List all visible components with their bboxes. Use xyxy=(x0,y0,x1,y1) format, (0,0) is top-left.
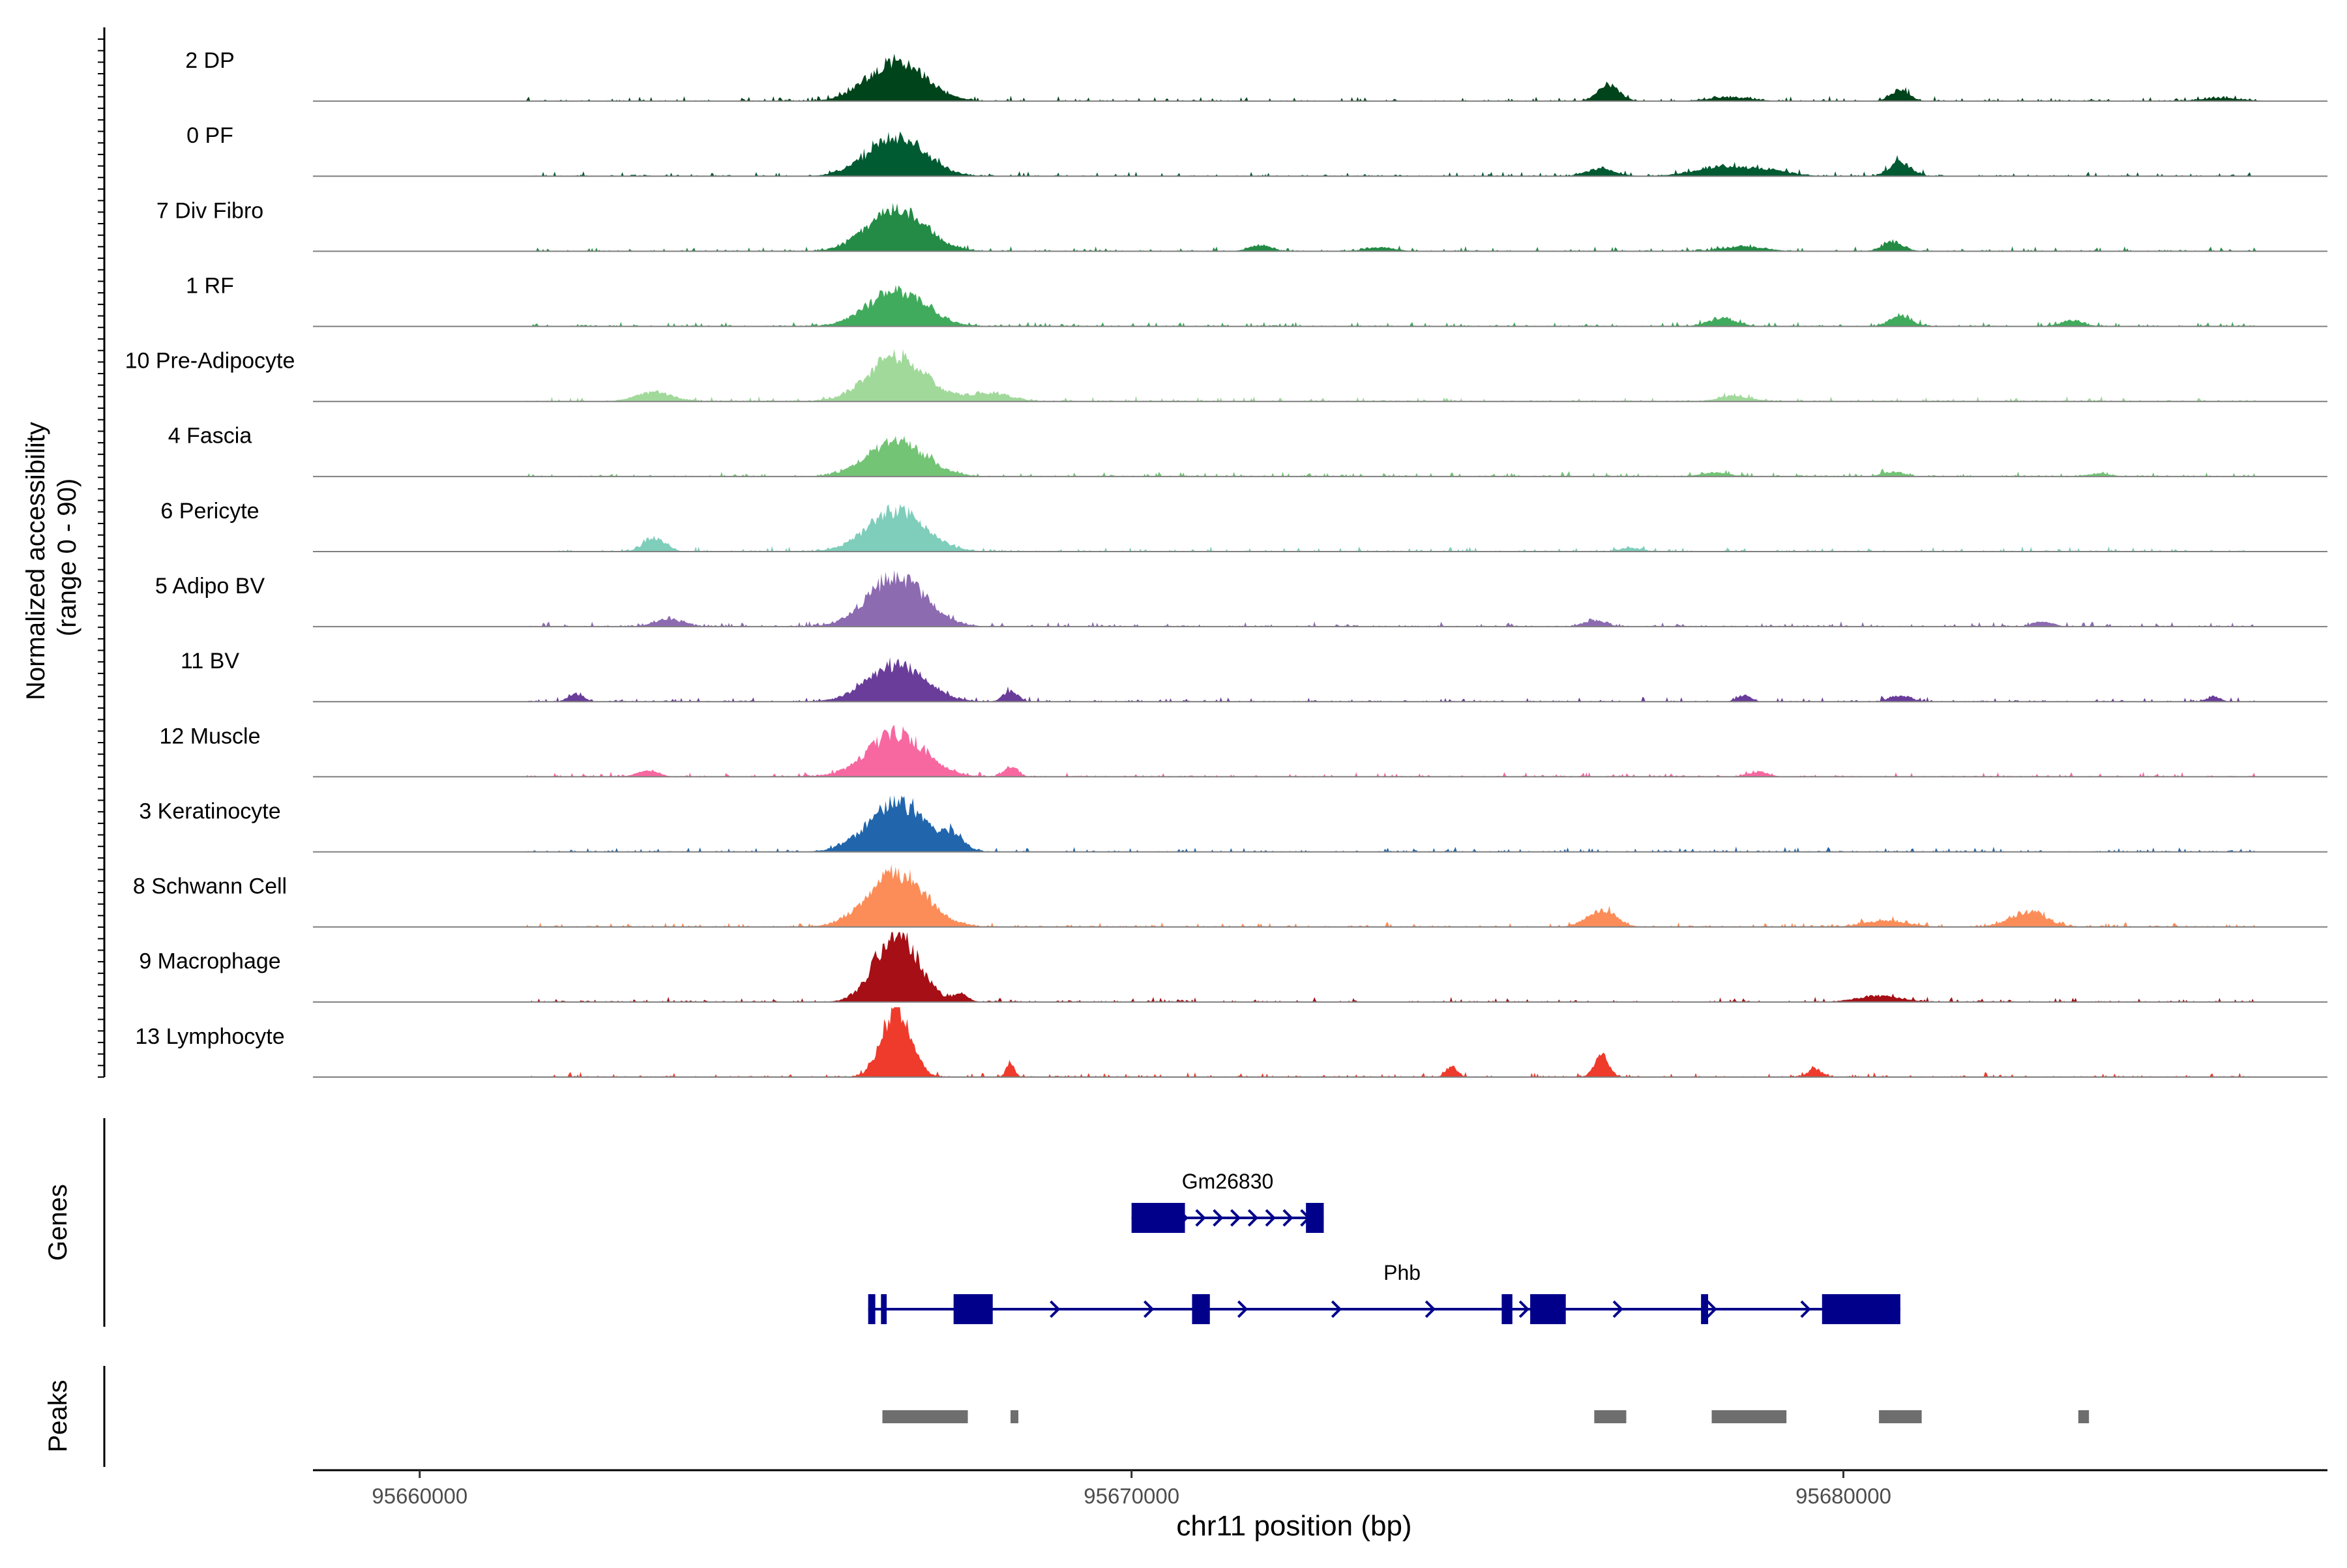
gene-exon xyxy=(1192,1294,1210,1324)
gene-strand-arrow xyxy=(1195,1209,1206,1227)
coverage-track-label: 1 RF xyxy=(186,273,234,298)
peak-region xyxy=(1011,1410,1019,1423)
coverage-track-label: 0 PF xyxy=(186,123,233,148)
coverage-track-label: 7 Div Fibro xyxy=(156,198,263,223)
coverage-track-label: 13 Lymphocyte xyxy=(135,1024,284,1049)
coverage-track-label: 6 Pericyte xyxy=(160,499,259,524)
gene-exon xyxy=(1131,1203,1185,1233)
coverage-track: 3 Keratinocyte xyxy=(139,795,2327,853)
coverage-area xyxy=(313,53,2327,102)
coverage-track: 4 Fascia xyxy=(168,424,2327,477)
coverage-track: 7 Div Fibro xyxy=(156,198,2327,252)
coverage-y-axis-label-line2: (range 0 - 90) xyxy=(53,479,81,636)
peak-region xyxy=(2078,1410,2089,1423)
coverage-panel: 2 DP 0 PF 7 Div Fibro 1 RF 10 Pre-Adipocyte 4… xyxy=(98,27,2327,1078)
coverage-track-label: 8 Schwann Cell xyxy=(133,874,287,899)
gene-strand-arrow xyxy=(1800,1300,1811,1318)
coverage-track: 10 Pre-Adipocyte xyxy=(125,349,2327,402)
gene-exon xyxy=(1306,1203,1324,1233)
coverage-y-axis-label-line1: Normalized accessibility xyxy=(22,422,50,700)
coverage-track: 6 Pericyte xyxy=(160,499,2327,552)
gene-strand-arrow xyxy=(1230,1209,1241,1227)
coverage-area xyxy=(313,724,2327,777)
coverage-track-label: 9 Macrophage xyxy=(139,949,280,974)
coverage-track-label: 12 Muscle xyxy=(160,724,261,748)
peak-region xyxy=(882,1410,968,1423)
x-tick-label: 95660000 xyxy=(372,1484,467,1508)
x-tick-label: 95670000 xyxy=(1084,1484,1179,1508)
gene-strand-arrow xyxy=(1247,1209,1259,1227)
gene-model: Gm26830 xyxy=(1131,1170,1324,1233)
coverage-track-label: 4 Fascia xyxy=(168,424,252,449)
coverage-track-label: 5 Adipo BV xyxy=(155,574,265,599)
gene-exon xyxy=(868,1294,876,1324)
x-axis-title: chr11 position (bp) xyxy=(1176,1510,1411,1542)
peaks-panel xyxy=(103,1366,2089,1467)
gene-exon xyxy=(953,1294,993,1324)
coverage-area xyxy=(313,436,2327,477)
coverage-track: 11 BV xyxy=(181,649,2327,703)
x-tick-label: 95680000 xyxy=(1795,1484,1891,1508)
coverage-track: 12 Muscle xyxy=(160,724,2327,778)
gene-strand-arrow xyxy=(1144,1300,1155,1318)
genes-axis-label: Genes xyxy=(44,1184,72,1261)
gene-model: Phb xyxy=(868,1261,1900,1324)
gene-strand-arrow xyxy=(1237,1300,1248,1318)
coverage-track: 8 Schwann Cell xyxy=(133,864,2327,928)
coverage-area xyxy=(313,864,2327,927)
gene-strand-arrow xyxy=(1612,1300,1623,1318)
gene-strand-arrow xyxy=(1282,1209,1293,1227)
peak-region xyxy=(1879,1410,1922,1423)
coverage-track-label: 3 Keratinocyte xyxy=(139,799,280,823)
gene-exon xyxy=(1530,1294,1566,1324)
coverage-area xyxy=(313,131,2327,177)
coverage-track: 9 Macrophage xyxy=(139,932,2327,1003)
coverage-track: 2 DP xyxy=(185,48,2327,102)
peak-region xyxy=(1711,1410,1787,1423)
coverage-y-axis-label: Normalized accessibility (range 0 - 90) xyxy=(22,415,81,700)
coverage-track: 1 RF xyxy=(186,273,2327,327)
coverage-track: 0 PF xyxy=(186,123,2327,177)
gene-strand-arrow xyxy=(1424,1300,1436,1318)
coverage-area xyxy=(313,795,2327,852)
coverage-track-label: 2 DP xyxy=(185,48,235,73)
peaks-axis-label: Peaks xyxy=(44,1380,72,1452)
coverage-area xyxy=(313,504,2327,552)
x-axis: 95660000 95670000 95680000 xyxy=(313,1469,2327,1508)
gene-strand-arrow xyxy=(1331,1300,1342,1318)
genes-panel: Gm26830 Phb xyxy=(103,1118,1900,1327)
coverage-area xyxy=(313,203,2327,252)
coverage-area xyxy=(313,932,2327,1002)
gene-exon xyxy=(881,1294,887,1324)
coverage-area xyxy=(313,1007,2327,1077)
gene-exon xyxy=(1501,1294,1513,1324)
peak-region xyxy=(1594,1410,1627,1423)
gene-exon xyxy=(1701,1294,1709,1324)
coverage-track-label: 11 BV xyxy=(181,649,239,673)
gene-strand-arrow xyxy=(1213,1209,1224,1227)
gene-strand-arrow xyxy=(1050,1300,1061,1318)
coverage-area xyxy=(313,657,2327,702)
gene-strand-arrow xyxy=(1518,1300,1529,1318)
coverage-area xyxy=(313,285,2327,327)
coverage-track-label: 10 Pre-Adipocyte xyxy=(125,349,295,374)
gene-strand-arrow xyxy=(1265,1209,1276,1227)
coverage-area xyxy=(313,349,2327,402)
coverage-area xyxy=(313,570,2327,627)
gene-name-label: Gm26830 xyxy=(1182,1170,1274,1193)
coverage-track: 13 Lymphocyte xyxy=(135,1007,2327,1078)
gene-name-label: Phb xyxy=(1383,1261,1421,1284)
gene-exon xyxy=(1822,1294,1900,1324)
gene-strand-arrow xyxy=(1706,1300,1717,1318)
coverage-track: 5 Adipo BV xyxy=(155,570,2327,628)
